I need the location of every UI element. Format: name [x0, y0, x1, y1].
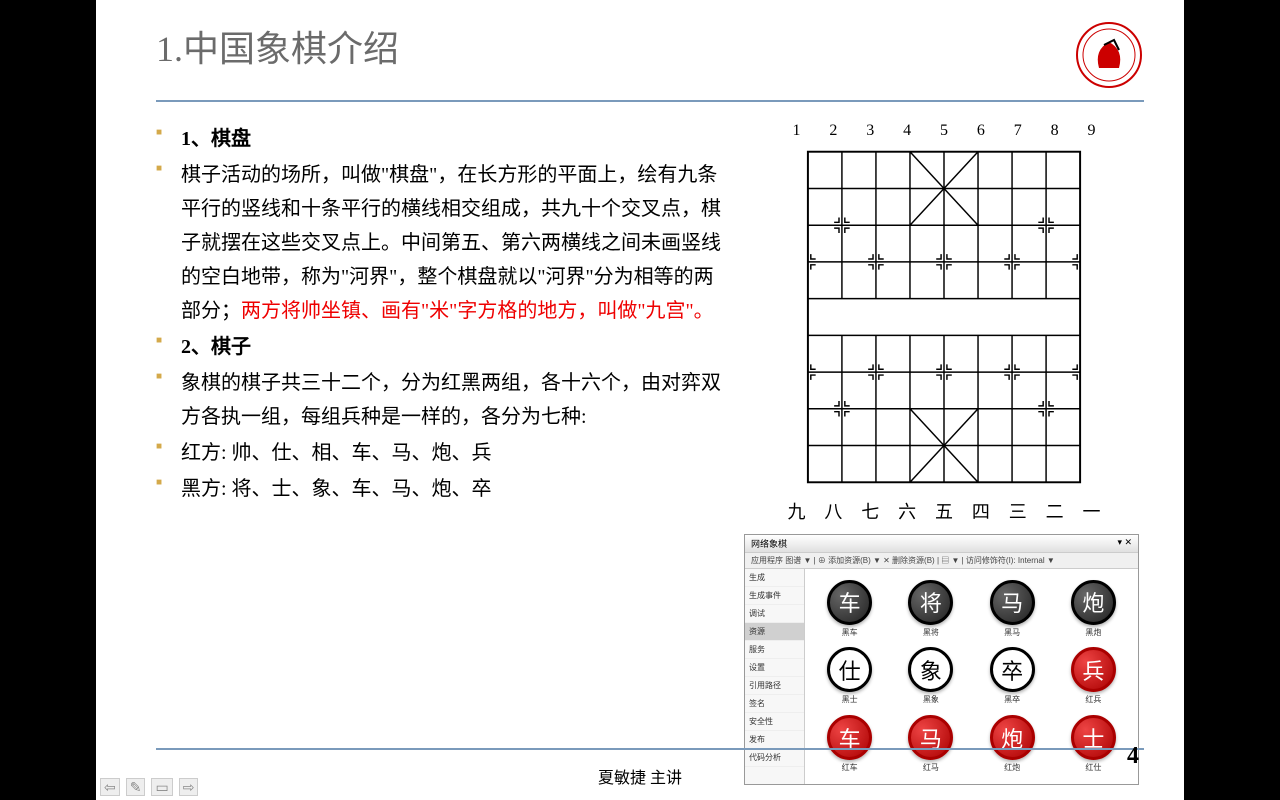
piece-cell[interactable]: 象黑象 — [908, 647, 953, 705]
bullet-item: 1、棋盘 — [156, 122, 724, 156]
sidebar-item[interactable]: 设置 — [745, 659, 804, 677]
piece-label: 黑马 — [990, 627, 1035, 638]
sidebar-item[interactable]: 服务 — [745, 641, 804, 659]
board-file-numbers-bottom: 九八七六五四三二一 — [774, 498, 1114, 524]
sidebar-item[interactable]: 调试 — [745, 605, 804, 623]
sidebar-item[interactable]: 安全性 — [745, 713, 804, 731]
xiangqi-board-diagram: 123456789 — [774, 122, 1114, 524]
piece-label: 黑车 — [827, 627, 872, 638]
piece-cell[interactable]: 仕黑士 — [827, 647, 872, 705]
page-number: 4 — [1127, 743, 1139, 770]
chess-piece-icon: 士 — [1071, 715, 1116, 760]
slide-nav-controls[interactable]: ⇦ ✎ ▭ ⇨ — [100, 778, 198, 796]
chess-piece-icon: 车 — [827, 580, 872, 625]
piece-cell[interactable]: 将黑将 — [908, 580, 953, 638]
sidebar-item[interactable]: 生成 — [745, 569, 804, 587]
bullet-item: 红方: 帅、仕、相、车、马、炮、兵 — [156, 436, 724, 470]
next-slide-icon[interactable]: ⇨ — [179, 778, 199, 796]
piece-label: 黑士 — [827, 694, 872, 705]
chess-piece-icon: 马 — [908, 715, 953, 760]
piece-label: 红兵 — [1071, 694, 1116, 705]
window-controls[interactable]: ▾ ✕ — [1117, 537, 1132, 550]
piece-label: 黑象 — [908, 694, 953, 705]
app-title-text: 网络象棋 — [751, 537, 787, 550]
chess-piece-icon: 炮 — [1071, 580, 1116, 625]
app-toolbar[interactable]: 应用程序 图谱 ▼ | ⊕ 添加资源(B) ▼ ✕ 删除资源(B) | ▤ ▼ … — [745, 553, 1138, 569]
chess-piece-icon: 兵 — [1071, 647, 1116, 692]
chess-piece-icon: 将 — [908, 580, 953, 625]
app-titlebar: 网络象棋 ▾ ✕ — [745, 535, 1138, 553]
title-row: 1.中国象棋介绍 — [156, 20, 1144, 102]
footer-divider — [156, 748, 1144, 750]
piece-cell[interactable]: 卒黑卒 — [990, 647, 1035, 705]
piece-cell[interactable]: 兵红兵 — [1071, 647, 1116, 705]
institution-logo — [1074, 20, 1144, 90]
bullet-item: 棋子活动的场所，叫做"棋盘"，在长方形的平面上，绘有九条平行的竖线和十条平行的横… — [156, 158, 724, 328]
menu-icon[interactable]: ▭ — [151, 778, 172, 796]
prev-slide-icon[interactable]: ⇦ — [100, 778, 120, 796]
chess-piece-icon: 仕 — [827, 647, 872, 692]
chess-piece-icon: 卒 — [990, 647, 1035, 692]
figure-column: 123456789 — [744, 122, 1144, 785]
sidebar-item[interactable]: 签名 — [745, 695, 804, 713]
piece-cell[interactable]: 马黑马 — [990, 580, 1035, 638]
piece-label: 黑炮 — [1071, 627, 1116, 638]
piece-cell[interactable]: 炮黑炮 — [1071, 580, 1116, 638]
chess-piece-icon: 车 — [827, 715, 872, 760]
bullet-item: 象棋的棋子共三十二个，分为红黑两组，各十六个，由对弈双方各执一组，每组兵种是一样… — [156, 366, 724, 434]
bullet-item: 2、棋子 — [156, 330, 724, 364]
piece-cell[interactable]: 车黑车 — [827, 580, 872, 638]
slide-title: 1.中国象棋介绍 — [156, 20, 399, 72]
app-sidebar[interactable]: 生成生成事件调试资源服务设置引用路径签名安全性发布代码分析 — [745, 569, 805, 784]
board-file-numbers-top: 123456789 — [774, 122, 1114, 140]
sidebar-item[interactable]: 资源 — [745, 623, 804, 641]
footer-text: 夏敏捷 主讲 — [96, 764, 1184, 788]
sidebar-item[interactable]: 引用路径 — [745, 677, 804, 695]
piece-label: 黑将 — [908, 627, 953, 638]
pen-tool-icon[interactable]: ✎ — [126, 778, 146, 796]
piece-label: 黑卒 — [990, 694, 1035, 705]
app-pieces-grid: 车黑车将黑将马黑马炮黑炮仕黑士象黑象卒黑卒兵红兵车红车马红马炮红炮士红仕 — [805, 569, 1138, 784]
chess-piece-icon: 象 — [908, 647, 953, 692]
sidebar-item[interactable]: 发布 — [745, 731, 804, 749]
bullet-item: 黑方: 将、士、象、车、马、炮、卒 — [156, 472, 724, 506]
text-column: 1、棋盘棋子活动的场所，叫做"棋盘"，在长方形的平面上，绘有九条平行的竖线和十条… — [156, 122, 724, 785]
chess-piece-icon: 马 — [990, 580, 1035, 625]
slide: 1.中国象棋介绍 1、棋盘棋子活动的场所，叫做"棋盘"，在长方形的平面上，绘有九… — [96, 0, 1184, 800]
chess-piece-icon: 炮 — [990, 715, 1035, 760]
sidebar-item[interactable]: 生成事件 — [745, 587, 804, 605]
